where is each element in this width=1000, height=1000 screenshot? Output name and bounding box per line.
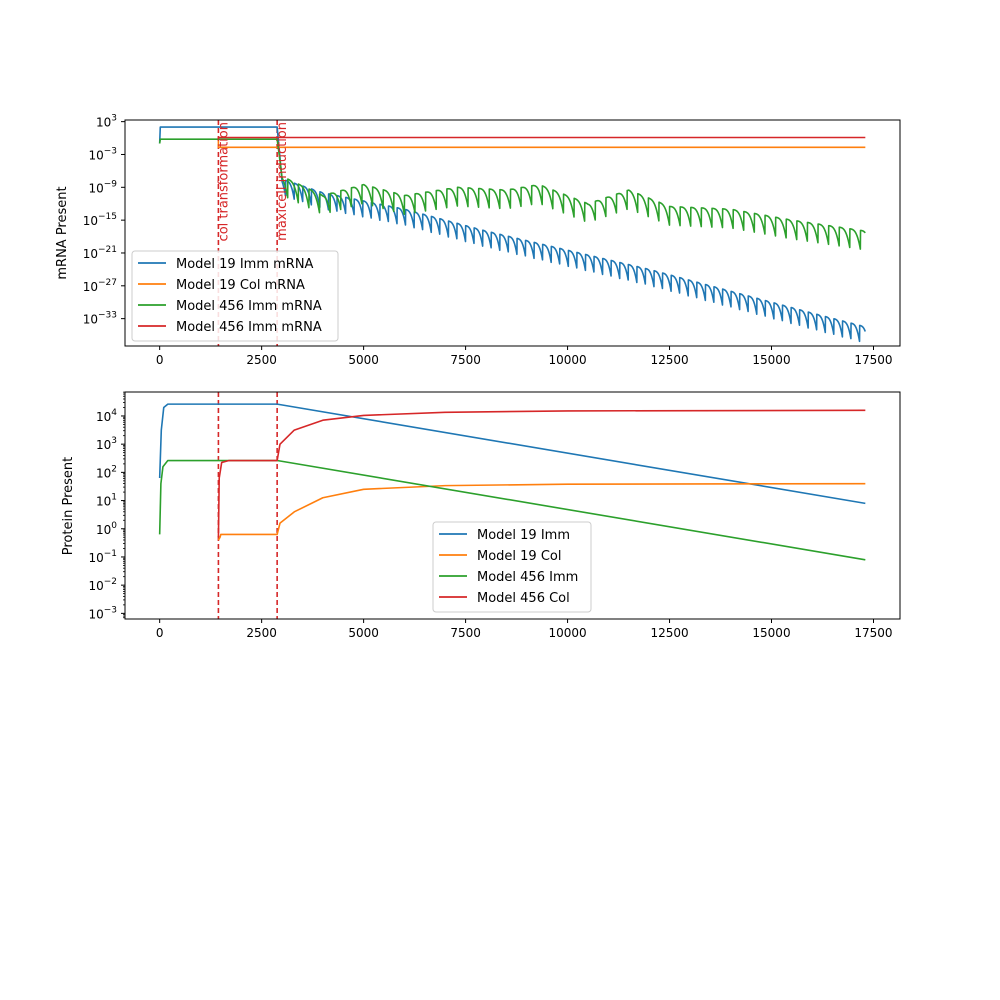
y-tick-label: 10−1 (88, 549, 117, 565)
x-tick-label: 10000 (548, 353, 586, 367)
y-tick-label: 10−3 (88, 605, 117, 621)
series-line (158, 403, 866, 505)
x-tick-label: 17500 (854, 626, 892, 640)
x-tick-label: 5000 (348, 353, 379, 367)
legend-label: Model 19 Imm (477, 528, 570, 543)
legend-box (131, 250, 339, 342)
x-tick-label: 10000 (548, 626, 586, 640)
y-tick-label: 100 (96, 521, 117, 537)
mrna-chart: 0 2500 5000 7500 10000 12500 15000 17500 103 10−3… (55, 114, 901, 367)
series-line (217, 409, 866, 538)
legend-label: Model 19 Col (477, 549, 561, 564)
x-tick-label: 2500 (246, 626, 277, 640)
y-tick-label: 10−33 (83, 311, 117, 327)
y-tick-label: 10−27 (83, 278, 117, 294)
legend-label: Model 456 Imm (477, 570, 578, 585)
x-tick-label: 12500 (650, 353, 688, 367)
legend-label: Model 456 Col (477, 591, 570, 606)
y-tick-label: 104 (96, 408, 117, 424)
x-tick-label: 12500 (650, 626, 688, 640)
protein-axes-frame (124, 391, 901, 620)
x-tick-label: 0 (156, 626, 164, 640)
x-tick-label: 2500 (246, 353, 277, 367)
x-tick-label: 17500 (854, 353, 892, 367)
mrna-legend: Model 19 Imm mRNA Model 19 Col mRNA Model … (131, 250, 339, 342)
mrna-y-axis-label: mRNA Present (55, 186, 70, 279)
y-tick-label: 10−21 (83, 245, 117, 261)
x-tick-label: 15000 (752, 353, 790, 367)
protein-legend: Model 19 Imm Model 19 Col Model 456 Imm Mod… (432, 521, 592, 613)
legend-box (432, 521, 592, 613)
legend-label: Model 19 Imm mRNA (176, 257, 314, 272)
event-line-label: col transformation (216, 122, 231, 241)
y-tick-label: 103 (96, 114, 117, 130)
y-tick-label: 103 (96, 436, 117, 452)
x-tick-label: 7500 (450, 626, 481, 640)
y-tick-label: 101 (96, 493, 117, 509)
series-line (217, 136, 866, 140)
y-tick-label: 10−15 (83, 212, 117, 228)
series-line (158, 459, 866, 561)
protein-chart: 0 2500 5000 7500 10000 12500 15000 17500 104 103 1… (61, 391, 901, 640)
x-tick-label: 0 (156, 353, 164, 367)
series-line (158, 126, 866, 343)
protein-series-lines (158, 403, 866, 561)
x-tick-label: 5000 (348, 626, 379, 640)
protein-axes-ticks: 0 2500 5000 7500 10000 12500 15000 17500 104 103 1… (88, 391, 893, 640)
series-line (158, 138, 866, 250)
x-tick-label: 15000 (752, 626, 790, 640)
y-tick-label: 102 (96, 464, 117, 480)
protein-y-axis-label: Protein Present (61, 457, 76, 555)
mrna-axes-ticks: 0 2500 5000 7500 10000 12500 15000 17500 103 10−3… (83, 114, 893, 367)
event-line-label: maxicell induction (275, 122, 290, 241)
y-tick-label: 10−3 (88, 146, 117, 162)
series-line (217, 140, 866, 149)
legend-label: Model 456 Imm mRNA (176, 299, 322, 314)
legend-label: Model 19 Col mRNA (176, 278, 305, 293)
x-tick-label: 7500 (450, 353, 481, 367)
legend-label: Model 456 Imm mRNA (176, 320, 322, 335)
y-tick-label: 10−9 (88, 179, 117, 195)
mrna-series-lines (158, 126, 866, 343)
y-tick-label: 10−2 (88, 577, 117, 593)
series-line (217, 482, 866, 541)
mrna-axes-frame (124, 119, 901, 347)
